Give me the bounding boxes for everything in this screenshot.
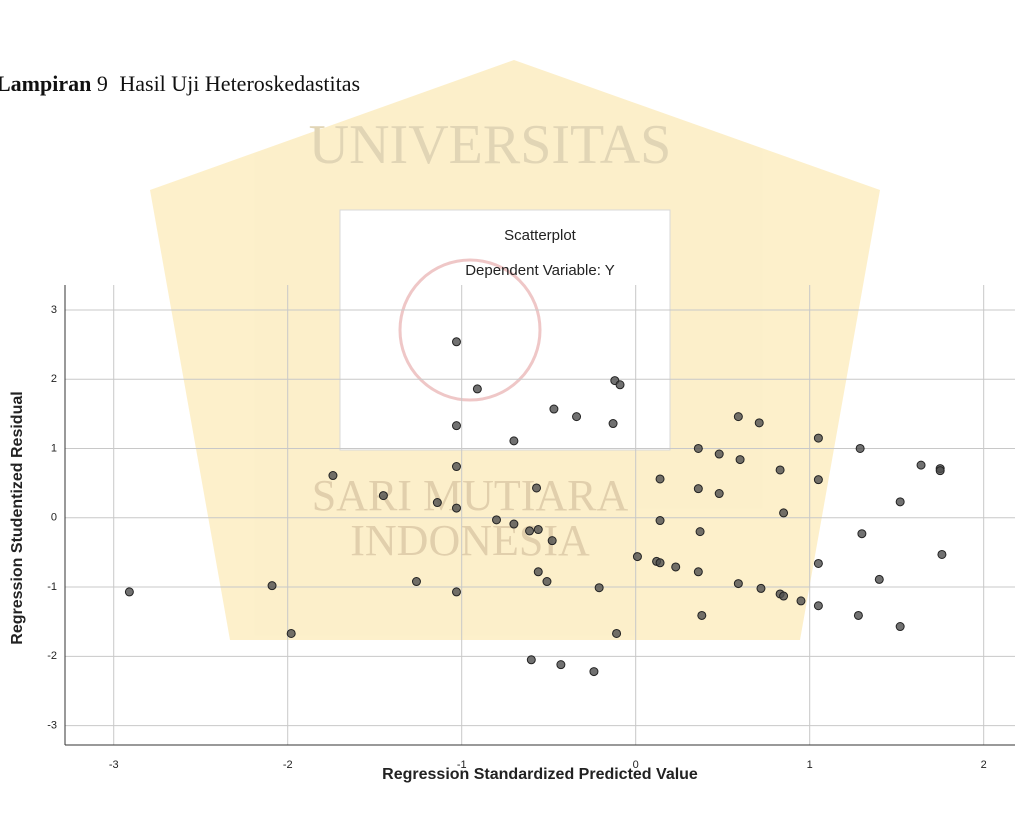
point xyxy=(379,492,387,500)
point xyxy=(814,559,822,567)
watermark: UNIVERSITAS SARI MUTIARA INDONESIA xyxy=(150,60,880,640)
y-tick-label: -3 xyxy=(47,720,57,732)
point xyxy=(715,490,723,498)
y-tick-label: 2 xyxy=(51,373,57,385)
caption-number: 9 xyxy=(97,71,108,96)
point xyxy=(715,450,723,458)
y-axis-label: Regression Studentized Residual xyxy=(9,391,26,644)
point xyxy=(734,413,742,421)
point xyxy=(433,499,441,507)
point xyxy=(896,623,904,631)
page: UNIVERSITAS SARI MUTIARA INDONESIA Lampi… xyxy=(0,0,1028,814)
point xyxy=(694,444,702,452)
x-tick-label: 2 xyxy=(981,759,987,771)
point xyxy=(736,456,744,464)
point xyxy=(856,444,864,452)
x-tick-label: 1 xyxy=(807,759,813,771)
point xyxy=(776,466,784,474)
x-tick-label: 0 xyxy=(633,759,639,771)
point xyxy=(573,413,581,421)
y-tick-label: 1 xyxy=(51,442,57,454)
point xyxy=(734,580,742,588)
y-tick-label: -2 xyxy=(47,650,57,662)
point xyxy=(938,550,946,558)
point xyxy=(694,568,702,576)
point xyxy=(917,461,925,469)
point xyxy=(595,584,603,592)
point xyxy=(493,516,501,524)
point xyxy=(698,611,706,619)
point xyxy=(533,484,541,492)
point xyxy=(543,578,551,586)
point xyxy=(550,405,558,413)
point xyxy=(814,476,822,484)
point xyxy=(526,527,534,535)
point xyxy=(755,419,763,427)
y-tick-label: -1 xyxy=(47,581,57,593)
point xyxy=(854,611,862,619)
point xyxy=(287,629,295,637)
point xyxy=(557,661,565,669)
chart-subtitle: Dependent Variable: Y xyxy=(465,262,615,279)
point xyxy=(858,530,866,538)
point xyxy=(814,602,822,610)
point xyxy=(672,563,680,571)
point xyxy=(609,420,617,428)
point xyxy=(896,498,904,506)
y-tick-label: 0 xyxy=(51,512,57,524)
x-tick-label: -2 xyxy=(283,759,293,771)
x-tick-label: -3 xyxy=(109,759,119,771)
point xyxy=(590,668,598,676)
point xyxy=(936,467,944,475)
x-axis-label: Regression Standardized Predicted Value xyxy=(382,766,698,783)
point xyxy=(633,553,641,561)
caption: Lampiran 9 Hasil Uji Heteroskedastitas xyxy=(0,71,360,96)
watermark-book xyxy=(340,210,670,450)
point xyxy=(268,582,276,590)
point xyxy=(814,434,822,442)
point xyxy=(125,588,133,596)
point xyxy=(656,559,664,567)
point xyxy=(412,578,420,586)
caption-text: Hasil Uji Heteroskedastitas xyxy=(119,71,360,96)
watermark-arc: UNIVERSITAS xyxy=(309,114,672,176)
point xyxy=(452,463,460,471)
watermark-line1: SARI MUTIARA xyxy=(312,471,629,520)
point xyxy=(452,422,460,430)
point xyxy=(780,509,788,517)
point xyxy=(616,381,624,389)
point xyxy=(696,528,704,536)
point xyxy=(329,472,337,480)
point xyxy=(548,537,556,545)
point xyxy=(656,475,664,483)
x-tick-label: -1 xyxy=(457,759,467,771)
point xyxy=(473,385,481,393)
point xyxy=(694,485,702,493)
chart-title: Scatterplot xyxy=(504,227,577,244)
point xyxy=(656,517,664,525)
point xyxy=(780,592,788,600)
point xyxy=(510,520,518,528)
y-tick-label: 3 xyxy=(51,304,57,316)
point xyxy=(534,526,542,534)
point xyxy=(452,338,460,346)
caption-label: Lampiran xyxy=(0,71,91,96)
point xyxy=(613,629,621,637)
point xyxy=(452,504,460,512)
point xyxy=(510,437,518,445)
point xyxy=(875,575,883,583)
point xyxy=(452,588,460,596)
point xyxy=(797,597,805,605)
point xyxy=(757,584,765,592)
point xyxy=(534,568,542,576)
point xyxy=(527,656,535,664)
